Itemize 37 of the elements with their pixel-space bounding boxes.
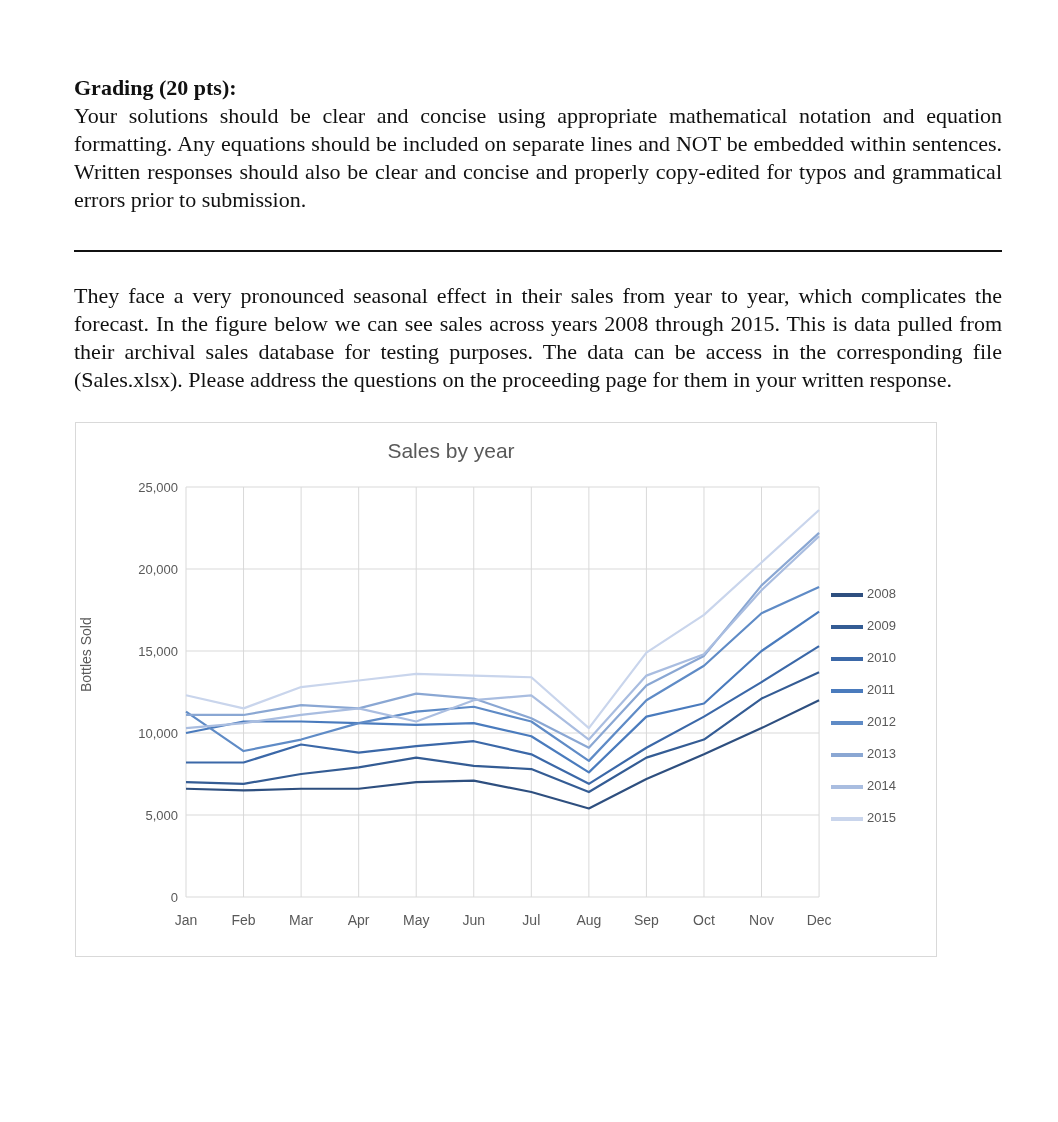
y-tick-label: 25,000 — [138, 479, 178, 495]
x-tick-label: Oct — [693, 911, 715, 928]
y-axis-title: Bottles Sold — [77, 617, 94, 692]
line-series — [184, 699, 821, 810]
legend-label: 2015 — [867, 810, 896, 826]
line-series — [184, 610, 821, 774]
line-series — [184, 671, 821, 794]
line-series — [184, 585, 821, 762]
y-tick-label: 15,000 — [138, 643, 178, 659]
x-tick-label: Aug — [576, 911, 602, 928]
y-tick-label: 0 — [170, 889, 178, 905]
x-tick-label: Jul — [522, 911, 541, 928]
legend-label: 2012 — [867, 714, 896, 730]
x-tick-label: Sep — [633, 911, 660, 928]
text: Your solutions should be clear and concise using appropriate mathematical notation and equation formatting. Any equations should be included on separate lines and NOT be embedded within sentences. Written responses should also be clear and concise and properly copy-edited for typos and grammatical errors prior to submission. — [74, 102, 1002, 214]
legend-label: 2010 — [867, 650, 896, 666]
x-tick-label: Mar — [289, 911, 314, 928]
text: Grading (20 pts): — [74, 74, 238, 102]
legend-label: 2009 — [867, 618, 896, 634]
y-tick-label: 10,000 — [138, 725, 178, 741]
x-tick-label: Jan — [174, 911, 198, 928]
y-tick-label: 5,000 — [145, 807, 178, 823]
line-series — [184, 508, 821, 730]
x-tick-label: May — [402, 911, 430, 928]
y-tick-label: 20,000 — [138, 561, 178, 577]
line-series — [184, 644, 821, 785]
x-tick-label: Feb — [231, 911, 256, 928]
x-tick-label: Apr — [347, 911, 370, 928]
x-tick-label: Jun — [462, 911, 486, 928]
x-tick-label: Dec — [806, 911, 832, 928]
legend-label: 2011 — [867, 682, 896, 698]
legend-label: 2014 — [867, 778, 896, 794]
chart-title: Sales by year — [386, 438, 516, 464]
legend-label: 2013 — [867, 746, 896, 762]
text: They face a very pronounced seasonal effect in their sales from year to year, which complicates the forecast. In the figure below we can see sales across years 2008 through 2015. This is data pulled from their archival sales database for testing purposes. The data can be access in the corresponding file (Sales.xlsx). Please address the questions on the proceeding page for them in your written response. — [73, 282, 1003, 394]
x-tick-label: Nov — [749, 911, 774, 928]
legend-label: 2008 — [867, 586, 896, 602]
